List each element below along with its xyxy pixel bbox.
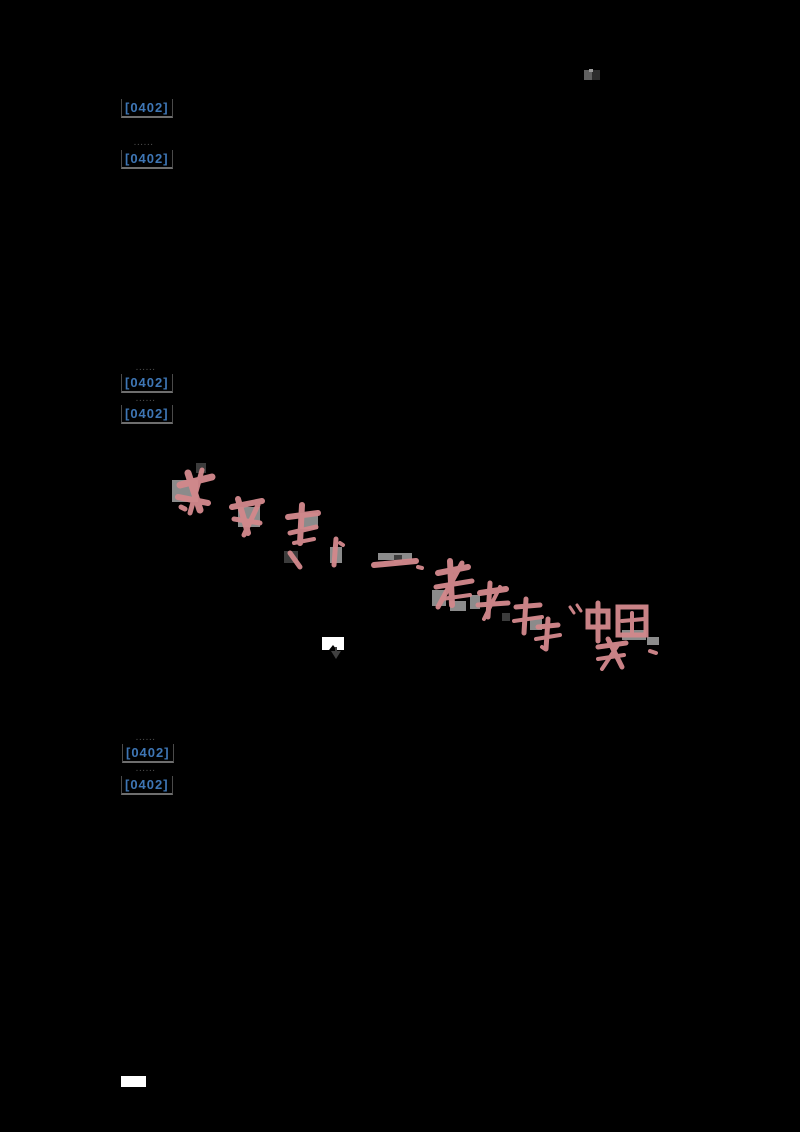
speech-bubble-body (322, 637, 344, 650)
blue-link-4[interactable]: [0402] (121, 405, 173, 424)
link-caption: ······ (134, 142, 154, 149)
blue-link-2[interactable]: [0402] (121, 150, 173, 169)
link-caption: ······ (136, 737, 156, 744)
link-caption: ······ (136, 367, 156, 374)
page-corner-badge (584, 69, 600, 80)
footer-white-bar (121, 1076, 146, 1087)
link-caption: ······ (136, 768, 156, 775)
speech-bubble-icon (322, 637, 344, 661)
badge-dot (589, 69, 593, 72)
badge-right-block (592, 70, 600, 80)
speech-bubble-notch (329, 645, 337, 650)
down-arrow-icon (331, 651, 341, 659)
blue-link-6[interactable]: [0402] (121, 776, 173, 795)
down-arrow-stem (335, 647, 337, 653)
badge-left-block (584, 70, 592, 80)
blue-link-5[interactable]: [0402] (122, 744, 174, 763)
blue-link-1[interactable]: [0402] (121, 99, 173, 118)
link-caption: ······ (136, 398, 156, 405)
calligraphy-image[interactable] (150, 455, 670, 680)
calligraphy-svg (172, 463, 659, 671)
brush-strokes (175, 467, 658, 671)
blue-link-3[interactable]: [0402] (121, 374, 173, 393)
